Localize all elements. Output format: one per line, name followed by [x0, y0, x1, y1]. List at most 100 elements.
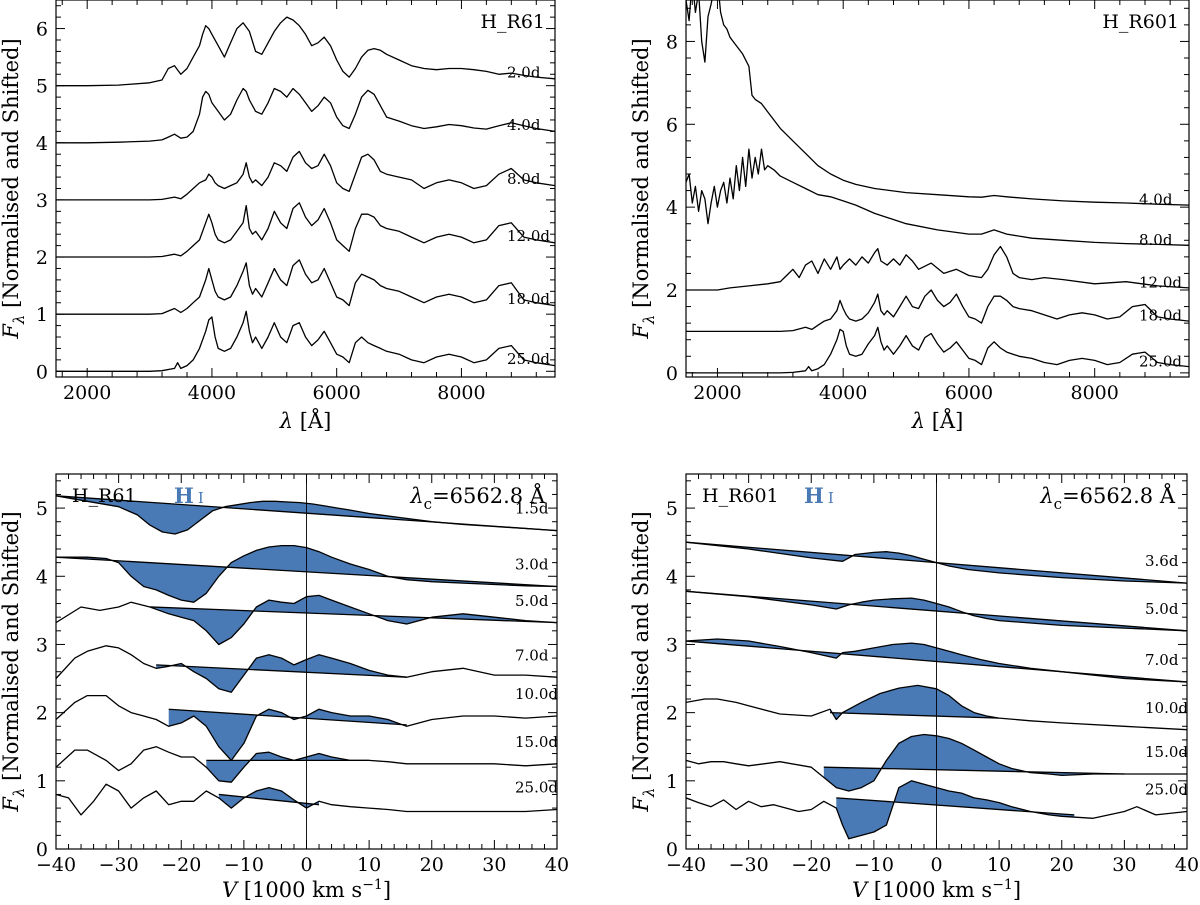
x-tick-label: 2000 [63, 382, 111, 404]
x-tick-label: 4000 [188, 382, 236, 404]
continuum-line [168, 708, 407, 726]
epoch-label: 15.0d [515, 733, 558, 751]
y-tick-label: 4 [36, 566, 48, 588]
epoch-label: 25.0d [515, 779, 558, 797]
epoch-label: 8.0d [1139, 231, 1173, 249]
x-tick-label: 20 [420, 854, 444, 876]
epoch-label: 5.0d [515, 592, 549, 610]
spectrum-line [56, 202, 555, 258]
chart-panel-1: 2.0d 4.0d 8.0d 12.0d 18.0d 25.0d 2000 4000 6000 8… [0, 0, 556, 433]
epoch-label: 18.0d [507, 290, 550, 308]
y-tick-label: 3 [36, 190, 48, 212]
series-8-0d: 8.0d [686, 148, 1189, 249]
line-profile-fill [56, 495, 557, 534]
plot-area: 2.0d 4.0d 8.0d 12.0d 18.0d 25.0d [56, 16, 555, 372]
spectrum-line [686, 289, 1189, 333]
line-profile-fill [830, 685, 1000, 720]
y-tick-label: 2 [36, 247, 48, 269]
x-tick-label: 10 [357, 854, 381, 876]
epoch-label: 18.0d [1139, 307, 1182, 325]
y-tick-label: 3 [666, 634, 678, 656]
series-25-0d: 25.0d [56, 779, 558, 816]
spectrum-line [56, 259, 555, 315]
panel-label: H_R61 [480, 11, 545, 33]
x-tick-label: −10 [854, 854, 894, 876]
epoch-label: 5.0d [1145, 600, 1179, 618]
y-axis-label: Fλ [Normalised and Shifted] [0, 511, 28, 812]
plot-area: 1.5d 3.0d 5.0d 7.0d 10.0d 15.0d 25.0d [56, 495, 558, 816]
spectrum-line [686, 0, 1189, 206]
y-tick-label: 6 [666, 114, 678, 136]
line-profile-fill [206, 752, 370, 783]
y-tick-label: 4 [666, 566, 678, 588]
y-tick-label: 0 [36, 839, 48, 861]
y-tick-label: 1 [36, 771, 48, 793]
epoch-label: 10.0d [515, 685, 558, 703]
y-tick-label: 0 [666, 363, 678, 385]
rest-wavelength-annotation: λc=6562.8 Å [409, 483, 545, 513]
continuum-line [156, 664, 407, 678]
plot-area: 3.6d 5.0d 7.0d 10.0d 15.0d 25.0d [686, 541, 1188, 840]
epoch-label: 8.0d [507, 170, 541, 188]
continuum-line [149, 606, 557, 624]
series-12-0d: 12.0d [686, 245, 1189, 292]
x-tick-label: 0 [300, 854, 312, 876]
spectrum-line [56, 594, 557, 646]
series-25-0d: 25.0d [686, 326, 1189, 374]
series-2-0d: 2.0d [56, 16, 555, 87]
plot-area: 4.0d 8.0d 12.0d 18.0d 25.0d [686, 0, 1189, 374]
y-tick-label: 8 [666, 31, 678, 53]
epoch-label: 25.0d [1145, 781, 1188, 799]
spectrum-line [56, 645, 557, 693]
x-tick-label: 10 [987, 854, 1011, 876]
continuum-line [823, 766, 1125, 775]
y-tick-label: 5 [36, 498, 48, 520]
spectrum-line [686, 326, 1189, 374]
series-12-0d: 12.0d [56, 202, 555, 258]
spectrum-line [56, 16, 555, 87]
line-profile-fill [149, 595, 557, 645]
x-tick-label: −40 [36, 854, 76, 876]
panel-label: H_R601 [1102, 11, 1179, 33]
spectrum-line [686, 590, 1187, 632]
x-axis-label: V [1000 km s−1] [222, 877, 391, 902]
x-axis-label: λ [Å] [911, 408, 964, 433]
epoch-label: 12.0d [1139, 274, 1182, 292]
y-tick-label: 2 [36, 703, 48, 725]
epoch-label: 15.0d [1145, 743, 1188, 761]
axes-frame [55, 0, 556, 378]
chart-panel-4: 3.6d 5.0d 7.0d 10.0d 15.0d 25.0d −40 −30 −20 −10 0… [629, 473, 1199, 902]
y-tick-label: 2 [666, 280, 678, 302]
line-profile-fill [168, 709, 407, 761]
spectrum-line [56, 783, 557, 816]
x-axis-label: λ [Å] [279, 408, 332, 433]
x-tick-label: 20 [1050, 854, 1074, 876]
line-profile-fill [836, 780, 1075, 839]
spectrum-line [56, 544, 557, 603]
panel-label: H_R61 [72, 485, 137, 507]
axes-frame [685, 0, 1190, 378]
series-4-0d: 4.0d [56, 87, 555, 144]
x-tick-label: −20 [161, 854, 201, 876]
x-tick-label: 6000 [945, 382, 993, 404]
x-axis-label: V [1000 km s−1] [852, 877, 1021, 902]
y-tick-label: 1 [666, 771, 678, 793]
series-10-0d: 10.0d [686, 684, 1188, 731]
x-tick-label: 8000 [437, 382, 485, 404]
x-tick-label: 6000 [313, 382, 361, 404]
epoch-label: 10.0d [1145, 699, 1188, 717]
epoch-label: 25.0d [1139, 352, 1182, 370]
x-tick-label: −40 [666, 854, 706, 876]
y-tick-label: 3 [36, 634, 48, 656]
series-25-0d: 25.0d [56, 310, 555, 372]
line-profile-fill [56, 545, 557, 603]
x-tick-label: 40 [1175, 854, 1199, 876]
spectrum-line [56, 495, 557, 535]
series-7-0d: 7.0d [56, 645, 557, 693]
spectrum-line [686, 780, 1187, 840]
epoch-label: 3.6d [1145, 552, 1179, 570]
series-18-0d: 18.0d [56, 259, 555, 315]
chart-panel-3: 1.5d 3.0d 5.0d 7.0d 10.0d 15.0d 25.0d −40 −30 −20… [0, 473, 569, 902]
spectrum-line [686, 541, 1187, 584]
